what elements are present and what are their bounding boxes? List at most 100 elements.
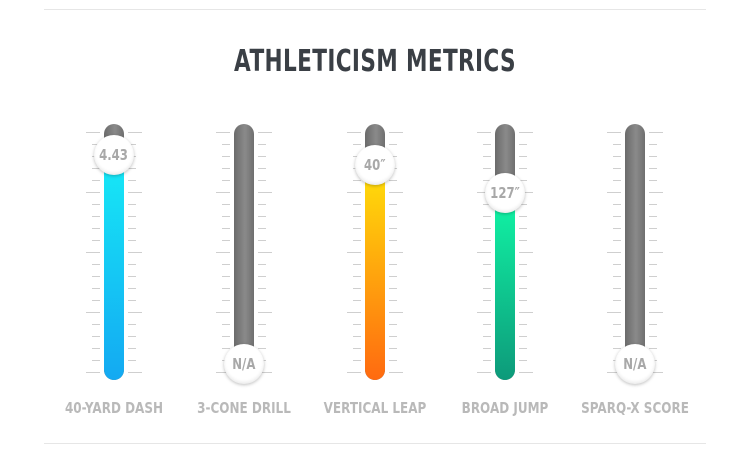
scale-tick: [613, 156, 621, 157]
meter-tube: [234, 124, 254, 380]
scale-tick: [92, 216, 100, 217]
scale-tick: [389, 276, 397, 277]
scale-tick: [128, 276, 136, 277]
scale-tick: [483, 300, 491, 301]
scale-tick: [258, 204, 266, 205]
scale-tick: [353, 288, 361, 289]
scale-tick: [483, 228, 491, 229]
scale-tick: [389, 144, 397, 145]
scale-tick: [216, 252, 230, 253]
scale-tick: [649, 288, 657, 289]
value-badge: 127″: [485, 173, 525, 214]
scale-tick: [258, 372, 272, 373]
scale-tick: [607, 312, 621, 313]
scale-tick: [222, 156, 230, 157]
scale-tick: [519, 348, 527, 349]
scale-tick: [483, 264, 491, 265]
scale-tick: [222, 216, 230, 217]
metric-value: 4.43: [99, 145, 129, 164]
scale-tick: [128, 132, 142, 133]
scale-tick: [258, 240, 266, 241]
scale-tick: [216, 312, 230, 313]
scale-tick: [353, 348, 361, 349]
scale-tick: [649, 192, 663, 193]
scale-tick: [86, 312, 100, 313]
scale-tick: [222, 300, 230, 301]
scale-tick: [92, 276, 100, 277]
scale-tick: [258, 228, 266, 229]
scale-tick: [389, 216, 397, 217]
scale-tick: [128, 180, 136, 181]
scale-tick: [128, 336, 136, 337]
metric-label: 40-YARD DASH: [64, 399, 164, 417]
scale-tick: [477, 192, 491, 193]
scale-tick: [649, 144, 657, 145]
scale-tick: [353, 336, 361, 337]
value-badge: N/A: [224, 344, 264, 384]
scale-tick: [128, 264, 136, 265]
scale-tick: [613, 168, 621, 169]
scale-tick: [258, 324, 266, 325]
scale-tick: [483, 288, 491, 289]
scale-tick: [347, 372, 361, 373]
scale-tick: [258, 144, 266, 145]
meter-tube: [495, 124, 515, 380]
scale-tick: [483, 216, 491, 217]
meter-tube: [104, 124, 124, 380]
scale-tick: [649, 228, 657, 229]
scale-tick: [389, 372, 403, 373]
scale-tick: [649, 132, 663, 133]
scale-tick: [128, 228, 136, 229]
scale-tick: [222, 204, 230, 205]
scale-tick: [128, 192, 142, 193]
scale-tick: [92, 228, 100, 229]
metric-label: BROAD JUMP: [461, 399, 549, 417]
scale-tick: [389, 192, 403, 193]
scale-tick: [389, 312, 403, 313]
scale-tick: [222, 288, 230, 289]
scale-tick: [222, 348, 230, 349]
scale-tick: [649, 204, 657, 205]
scale-tick: [649, 156, 657, 157]
scale-tick: [216, 192, 230, 193]
scale-tick: [613, 324, 621, 325]
scale-tick: [649, 240, 657, 241]
scale-tick: [92, 288, 100, 289]
scale-tick: [128, 372, 142, 373]
meter-tube: [365, 124, 385, 380]
scale-tick: [613, 288, 621, 289]
metric-label: 3-CONE DRILL: [197, 399, 291, 417]
scale-tick: [607, 192, 621, 193]
scale-tick: [92, 348, 100, 349]
scale-tick: [519, 204, 527, 205]
metric-40-yard-dash: 4.43 40-YARD DASH: [44, 118, 184, 418]
scale-tick: [92, 336, 100, 337]
value-badge: 40″: [355, 144, 395, 185]
scale-tick: [477, 312, 491, 313]
scale-tick: [389, 336, 397, 337]
scale-tick: [519, 216, 527, 217]
scale-tick: [128, 288, 136, 289]
scale-tick: [613, 336, 621, 337]
scale-tick: [389, 228, 397, 229]
scale-tick: [607, 132, 621, 133]
scale-tick: [92, 204, 100, 205]
scale-tick: [613, 240, 621, 241]
scale-tick: [483, 348, 491, 349]
scale-tick: [222, 240, 230, 241]
scale-tick: [607, 252, 621, 253]
scale-tick: [128, 252, 142, 253]
metric-value: 40″: [364, 155, 386, 174]
scale-tick: [92, 180, 100, 181]
metric-value: N/A: [623, 355, 647, 373]
metric-broad-jump: 127″ BROAD JUMP: [435, 118, 575, 418]
scale-tick: [128, 360, 136, 361]
metric-value: 127″: [490, 184, 520, 203]
scale-tick: [649, 264, 657, 265]
scale-tick: [483, 168, 491, 169]
scale-tick: [258, 216, 266, 217]
scale-tick: [519, 372, 533, 373]
scale-tick: [258, 192, 272, 193]
scale-tick: [613, 276, 621, 277]
scale-tick: [128, 300, 136, 301]
